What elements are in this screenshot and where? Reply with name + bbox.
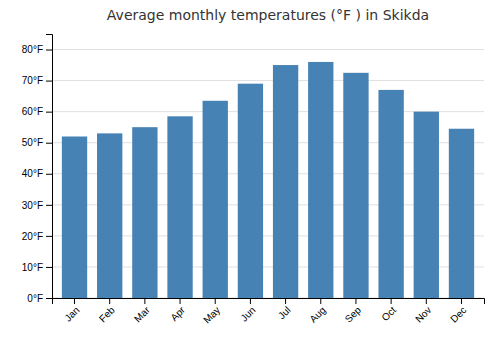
- tick: 30°F: [22, 200, 52, 211]
- tick: Dec: [448, 298, 468, 325]
- bar: [378, 90, 403, 298]
- tick-mark: [320, 298, 321, 304]
- tick-label: 70°F: [22, 75, 43, 86]
- tick: May: [201, 298, 222, 326]
- axis-line: [46, 35, 53, 299]
- tick-mark: [46, 236, 52, 237]
- grid: [52, 50, 484, 298]
- bar: [62, 136, 87, 298]
- tick: 60°F: [22, 106, 52, 117]
- plot: 0°F 10°F 20°F 30°F 40°F 50°F 60°F 70°F 80°F Jan Fe…: [22, 35, 485, 326]
- tick-label: 80°F: [22, 44, 43, 55]
- tick-mark: [46, 143, 52, 144]
- bar: [238, 84, 263, 298]
- tick-label: 50°F: [22, 137, 43, 148]
- tick-mark: [180, 298, 181, 304]
- tick-label: Aug: [307, 304, 327, 324]
- tick-mark: [46, 267, 52, 268]
- tick-mark: [46, 50, 52, 51]
- tick-mark: [215, 298, 216, 304]
- bar: [343, 73, 368, 298]
- tick-label: 40°F: [22, 168, 43, 179]
- bar: [308, 62, 333, 298]
- tick: Apr: [168, 298, 187, 323]
- tick-label: Nov: [413, 304, 433, 324]
- bar: [273, 65, 298, 298]
- tick-label: May: [201, 304, 222, 325]
- tick: Jul: [276, 298, 293, 321]
- tick-mark: [46, 205, 52, 206]
- tick: Mar: [132, 298, 152, 324]
- tick-label: 60°F: [22, 106, 43, 117]
- tick-label: Apr: [168, 304, 187, 323]
- tick: Oct: [379, 298, 398, 323]
- tick-mark: [391, 298, 392, 304]
- tick-mark: [74, 298, 75, 304]
- tick-mark: [426, 298, 427, 304]
- bar: [167, 116, 192, 298]
- grid-line: [52, 80, 484, 81]
- y-axis: 0°F 10°F 20°F 30°F 40°F 50°F 60°F 70°F 80°F: [22, 35, 53, 304]
- tick-mark: [461, 298, 462, 304]
- tick: 10°F: [22, 262, 52, 273]
- title: Average monthly temperatures (°F ) in Sk…: [107, 7, 429, 23]
- tick-mark: [46, 174, 52, 175]
- tick: Feb: [97, 298, 117, 324]
- tick: Aug: [307, 298, 327, 325]
- tick-mark: [46, 81, 52, 82]
- bar: [414, 112, 439, 298]
- tick-mark: [109, 298, 110, 304]
- tick: 70°F: [22, 75, 52, 86]
- tick: Sep: [343, 298, 364, 325]
- tick-label: 10°F: [22, 262, 43, 273]
- tick-label: Dec: [448, 304, 468, 324]
- tick-label: Oct: [379, 304, 398, 323]
- tick-mark: [144, 298, 145, 304]
- bars: [62, 62, 474, 298]
- tick-mark: [355, 298, 356, 304]
- bar: [203, 101, 228, 298]
- tick: 0°F: [27, 293, 52, 304]
- tick-mark: [250, 298, 251, 304]
- bar: [97, 133, 122, 298]
- tick: 80°F: [22, 44, 52, 55]
- tick-label: Feb: [97, 304, 117, 324]
- bar: [132, 127, 157, 298]
- tick-label: Mar: [132, 304, 152, 324]
- tick-mark: [46, 112, 52, 113]
- tick: 20°F: [22, 231, 52, 242]
- tick: Jun: [238, 298, 257, 324]
- tick: 50°F: [22, 137, 52, 148]
- axis-line: [53, 299, 485, 305]
- x-axis: Jan Feb Mar Apr May Jun Jul Aug Sep Oct Nov Dec: [53, 298, 485, 326]
- grid-line: [52, 49, 484, 50]
- tick-mark: [285, 298, 286, 304]
- bar: [449, 129, 474, 298]
- tick-label: 20°F: [22, 231, 43, 242]
- tick-label: 30°F: [22, 200, 43, 211]
- tick-mark: [46, 298, 52, 299]
- tick-label: Jun: [238, 304, 257, 323]
- tick-label: Sep: [343, 304, 364, 325]
- tick: Jan: [62, 298, 81, 324]
- chart: 0°F 10°F 20°F 30°F 40°F 50°F 60°F 70°F 80°F Jan Fe…: [0, 0, 500, 350]
- tick-label: Jul: [276, 304, 293, 321]
- tick-label: Jan: [62, 304, 81, 323]
- tick-label: 0°F: [27, 293, 43, 304]
- tick: Nov: [413, 298, 433, 325]
- tick: 40°F: [22, 168, 52, 179]
